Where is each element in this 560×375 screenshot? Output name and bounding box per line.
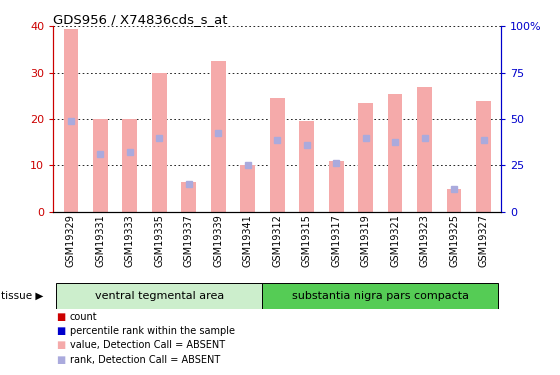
Bar xyxy=(93,119,108,212)
Text: GSM19333: GSM19333 xyxy=(125,214,135,267)
Text: GSM19323: GSM19323 xyxy=(419,214,430,267)
Text: GSM19317: GSM19317 xyxy=(331,214,341,267)
Bar xyxy=(417,87,432,212)
Bar xyxy=(299,122,314,212)
Text: GSM19335: GSM19335 xyxy=(155,214,164,267)
Text: GSM19319: GSM19319 xyxy=(361,214,371,267)
Text: GSM19329: GSM19329 xyxy=(66,214,76,267)
Text: ■: ■ xyxy=(56,355,66,364)
Text: ■: ■ xyxy=(56,326,66,336)
Text: rank, Detection Call = ABSENT: rank, Detection Call = ABSENT xyxy=(70,355,220,364)
Text: value, Detection Call = ABSENT: value, Detection Call = ABSENT xyxy=(70,340,225,350)
Text: GSM19337: GSM19337 xyxy=(184,214,194,267)
Text: tissue ▶: tissue ▶ xyxy=(1,291,44,301)
Text: GDS956 / X74836cds_s_at: GDS956 / X74836cds_s_at xyxy=(53,13,228,26)
Bar xyxy=(270,98,284,212)
Bar xyxy=(329,161,343,212)
Text: percentile rank within the sample: percentile rank within the sample xyxy=(70,326,235,336)
Bar xyxy=(211,61,226,212)
Bar xyxy=(388,93,403,212)
Text: GSM19315: GSM19315 xyxy=(302,214,312,267)
Bar xyxy=(123,119,137,212)
Text: GSM19312: GSM19312 xyxy=(272,214,282,267)
Text: GSM19331: GSM19331 xyxy=(95,214,105,267)
Bar xyxy=(63,28,78,212)
Text: substantia nigra pars compacta: substantia nigra pars compacta xyxy=(292,291,469,301)
Text: GSM19325: GSM19325 xyxy=(449,214,459,267)
Text: GSM19327: GSM19327 xyxy=(478,214,488,267)
Bar xyxy=(56,283,263,309)
Text: GSM19321: GSM19321 xyxy=(390,214,400,267)
Bar xyxy=(240,165,255,212)
Text: GSM19339: GSM19339 xyxy=(213,214,223,267)
Bar xyxy=(476,100,491,212)
Bar xyxy=(447,189,461,212)
Text: ■: ■ xyxy=(56,312,66,322)
Text: ■: ■ xyxy=(56,340,66,350)
Bar xyxy=(263,283,498,309)
Text: ventral tegmental area: ventral tegmental area xyxy=(95,291,224,301)
Bar xyxy=(181,182,196,212)
Bar xyxy=(358,103,373,212)
Bar xyxy=(152,73,167,212)
Text: count: count xyxy=(70,312,97,322)
Text: GSM19341: GSM19341 xyxy=(242,214,253,267)
